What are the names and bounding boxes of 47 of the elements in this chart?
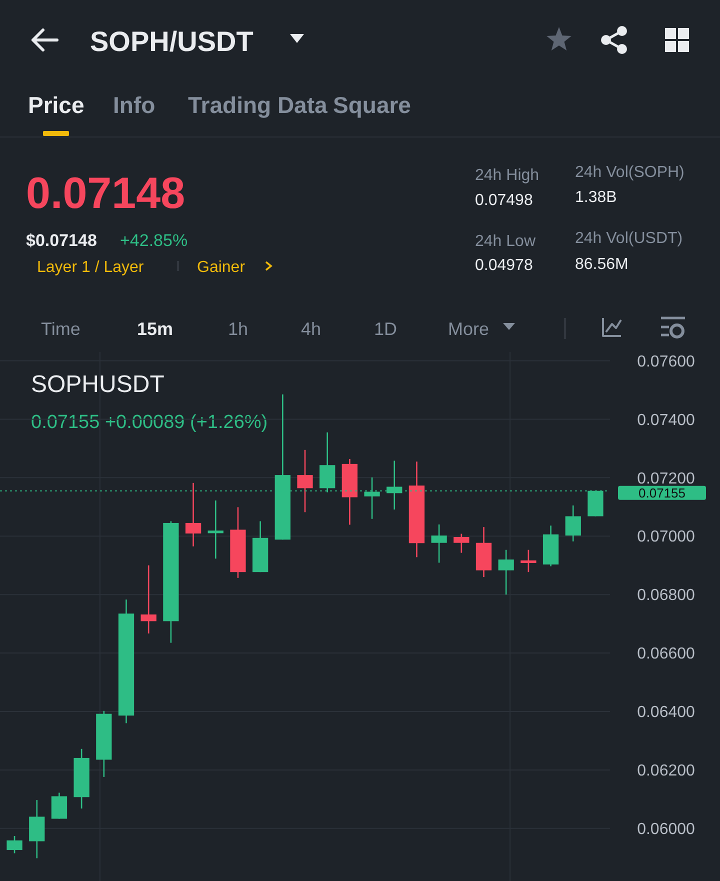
candlestick	[520, 549, 536, 573]
candlestick	[140, 564, 156, 634]
text: More	[448, 319, 490, 339]
text: 86.56M	[575, 256, 628, 273]
candlestick	[565, 504, 581, 542]
annotation: 0.07155 +0.00089 (+1.26%)	[31, 412, 268, 433]
candlestick	[208, 500, 224, 560]
y-tick-label: 0.07000	[637, 528, 696, 546]
text: 24h Vol(SOPH)	[575, 164, 684, 181]
text: Gainer	[197, 259, 246, 276]
text: 1.38B	[575, 189, 617, 206]
text: 0.07498	[475, 192, 533, 209]
text: Time	[41, 319, 80, 339]
text: $0.07148	[26, 231, 97, 250]
candlestick	[51, 792, 68, 820]
candlestick	[185, 482, 202, 548]
text: 4h	[301, 319, 322, 339]
text: Info	[113, 92, 156, 118]
annotation: SOPHUSDT	[31, 371, 165, 398]
text: 1D	[374, 319, 398, 339]
y-tick-label: 0.06400	[637, 704, 696, 722]
text: 15m	[137, 319, 174, 339]
text: 0.07148	[26, 169, 186, 218]
candlestick	[431, 524, 447, 564]
text: 0.04978	[475, 257, 533, 274]
y-tick-label: 0.06800	[637, 587, 696, 604]
text: 24h Low	[475, 233, 536, 250]
text: Square	[333, 92, 411, 118]
candlestick	[6, 835, 22, 854]
candlestick	[297, 449, 313, 513]
y-tick-label: 0.07600	[637, 353, 696, 370]
text: 24h High	[475, 167, 540, 184]
text: Layer 1 / Layer	[37, 259, 144, 276]
candlestick	[454, 533, 470, 554]
y-tick-label: 0.07400	[637, 412, 696, 429]
y-tick-label: 0.06000	[637, 820, 696, 838]
y-tick-label: 0.07200	[637, 470, 696, 488]
text: +42.85%	[120, 231, 188, 250]
y-tick-label: 0.06600	[637, 646, 696, 663]
text: 1h	[228, 319, 248, 339]
text: Price	[28, 92, 84, 118]
ref-line-label: 0.07155	[638, 486, 686, 501]
text: Trading Data	[188, 92, 328, 118]
text: 24h Vol(USDT)	[575, 230, 683, 247]
chart-title: SOPH/USDT	[90, 26, 254, 57]
candlestick	[498, 549, 514, 596]
y-tick-label: 0.06200	[637, 762, 696, 780]
